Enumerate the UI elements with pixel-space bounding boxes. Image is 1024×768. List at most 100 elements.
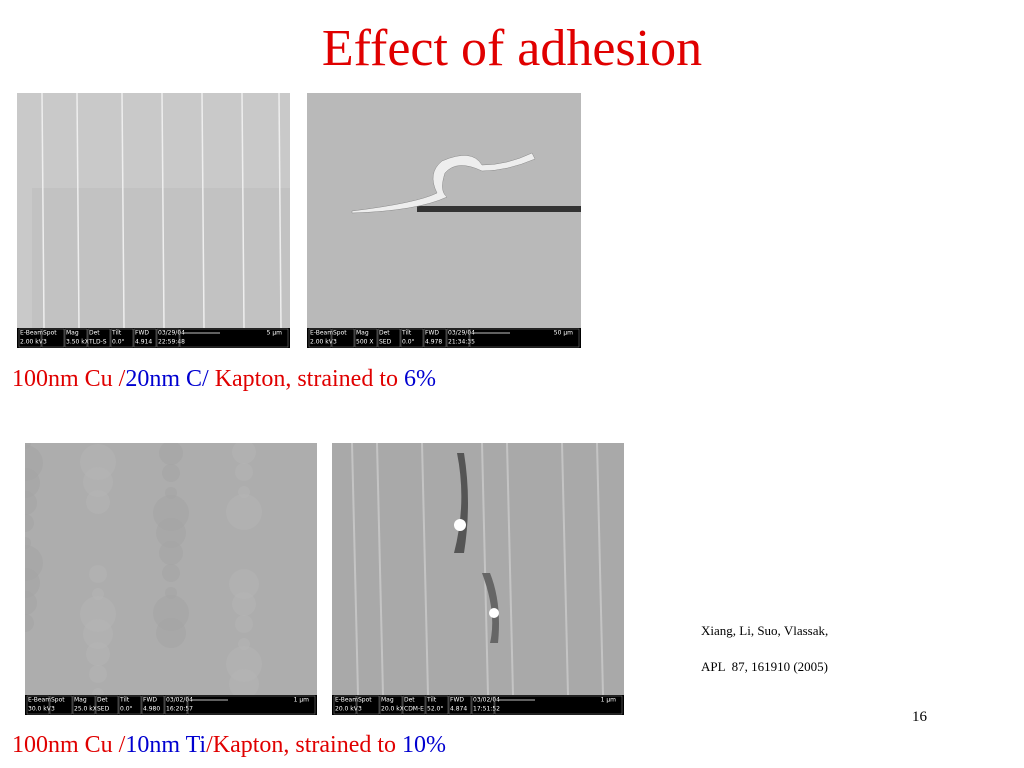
caption-segment: Kapton, strained to	[208, 366, 404, 392]
databar-value: 0.0°	[120, 706, 133, 713]
databar-value: 3	[43, 339, 47, 346]
databar-cell	[87, 328, 111, 348]
texture	[25, 614, 34, 632]
databar-value: 3.50 kX	[66, 339, 89, 346]
databar-cell	[64, 328, 88, 348]
texture	[25, 591, 37, 615]
databar-value: SED	[379, 339, 392, 346]
particle	[489, 608, 499, 618]
databar-header: Mag	[356, 330, 369, 337]
databar-cell	[494, 695, 623, 715]
texture	[156, 518, 186, 548]
caption-segment: 10%	[402, 732, 447, 758]
databar-cell	[156, 328, 180, 348]
caption-segment: 20nm C/	[125, 366, 209, 392]
texture	[162, 564, 180, 582]
texture	[89, 665, 107, 683]
databar-cell	[379, 695, 403, 715]
texture	[229, 569, 259, 599]
databar-cell	[110, 328, 134, 348]
databar-cell	[425, 695, 449, 715]
caption-segment: /Kapton, strained to	[206, 732, 403, 758]
databar	[25, 695, 317, 715]
databar-header: Spot	[43, 330, 57, 337]
databar-cell	[118, 695, 142, 715]
databar-header: Det	[97, 697, 108, 704]
page-number: 16	[912, 709, 927, 725]
databar-value: TLD-S	[88, 339, 107, 346]
databar-value: 3	[51, 706, 55, 713]
streak	[596, 443, 604, 696]
streak	[376, 443, 384, 696]
channel	[417, 206, 581, 212]
databar-value: 4.980	[143, 706, 160, 713]
texture	[86, 490, 110, 514]
caption-segment: 100nm Cu /	[12, 366, 126, 392]
databar-cell	[18, 328, 42, 348]
texture	[159, 443, 183, 465]
databar-cell	[469, 328, 580, 348]
databar-cell	[141, 695, 165, 715]
texture	[159, 541, 183, 565]
databar-cell	[26, 695, 50, 715]
citation-authors: Xiang, Li, Suo, Vlassak,	[701, 623, 829, 638]
texture	[86, 642, 110, 666]
databar-cell	[179, 328, 289, 348]
databar-header: E-Beam	[310, 330, 333, 337]
databar-header: E-Beam	[335, 697, 358, 704]
databar-header: Mag	[66, 330, 79, 337]
databar-header: Det	[379, 330, 390, 337]
databar-value: CDM-E	[404, 706, 424, 713]
databar-value: 52.0°	[427, 706, 443, 713]
caption: 100nm Cu /20nm C/ Kapton, strained to 6%	[12, 364, 436, 394]
texture	[89, 565, 107, 583]
databar-cell	[333, 695, 357, 715]
databar-value: 20.0 kV	[335, 706, 359, 713]
databar-cell	[446, 328, 470, 348]
texture	[83, 619, 113, 649]
scale-label: 1 µm	[601, 697, 617, 704]
texture	[156, 618, 186, 648]
databar-header: Tilt	[401, 330, 412, 337]
databar-header: 03/02/04	[166, 697, 193, 704]
databar-cell	[400, 328, 424, 348]
databar-value: 30.0 kV	[28, 706, 52, 713]
databar-header: E-Beam	[20, 330, 43, 337]
streak	[421, 443, 429, 696]
databar-cell	[95, 695, 119, 715]
databar-value: 3	[333, 339, 337, 346]
texture	[25, 468, 40, 498]
databar-header: Mag	[381, 697, 394, 704]
crack	[482, 573, 499, 643]
databar-value: 17:51:52	[473, 706, 500, 713]
texture	[229, 669, 259, 699]
databar-cell	[49, 695, 73, 715]
databar-header: Spot	[358, 697, 372, 704]
databar-cell	[72, 695, 96, 715]
databar	[332, 695, 624, 715]
crack	[121, 93, 125, 329]
databar-value: 2.00 kV	[310, 339, 334, 346]
citation-reference: APL 87, 161910 (2005)	[701, 659, 828, 674]
databar-cell	[354, 328, 378, 348]
crack	[76, 93, 80, 329]
databar-value: 2.00 kV	[20, 339, 44, 346]
databar-value: 3	[358, 706, 362, 713]
texture	[25, 491, 37, 515]
databar-header: Det	[404, 697, 415, 704]
streak	[351, 443, 359, 696]
scale-label: 5 µm	[267, 330, 283, 337]
crack	[201, 93, 205, 329]
caption-segment: 100nm Cu /	[12, 732, 126, 758]
databar-cell	[471, 695, 495, 715]
texture	[83, 467, 113, 497]
databar-header: FWD	[450, 697, 464, 704]
databar-value: 500 X	[356, 339, 373, 346]
micrograph	[332, 443, 624, 695]
databar-cell	[187, 695, 316, 715]
scale-label: 1 µm	[294, 697, 310, 704]
databar-value: SED	[97, 706, 110, 713]
databar-cell	[356, 695, 380, 715]
